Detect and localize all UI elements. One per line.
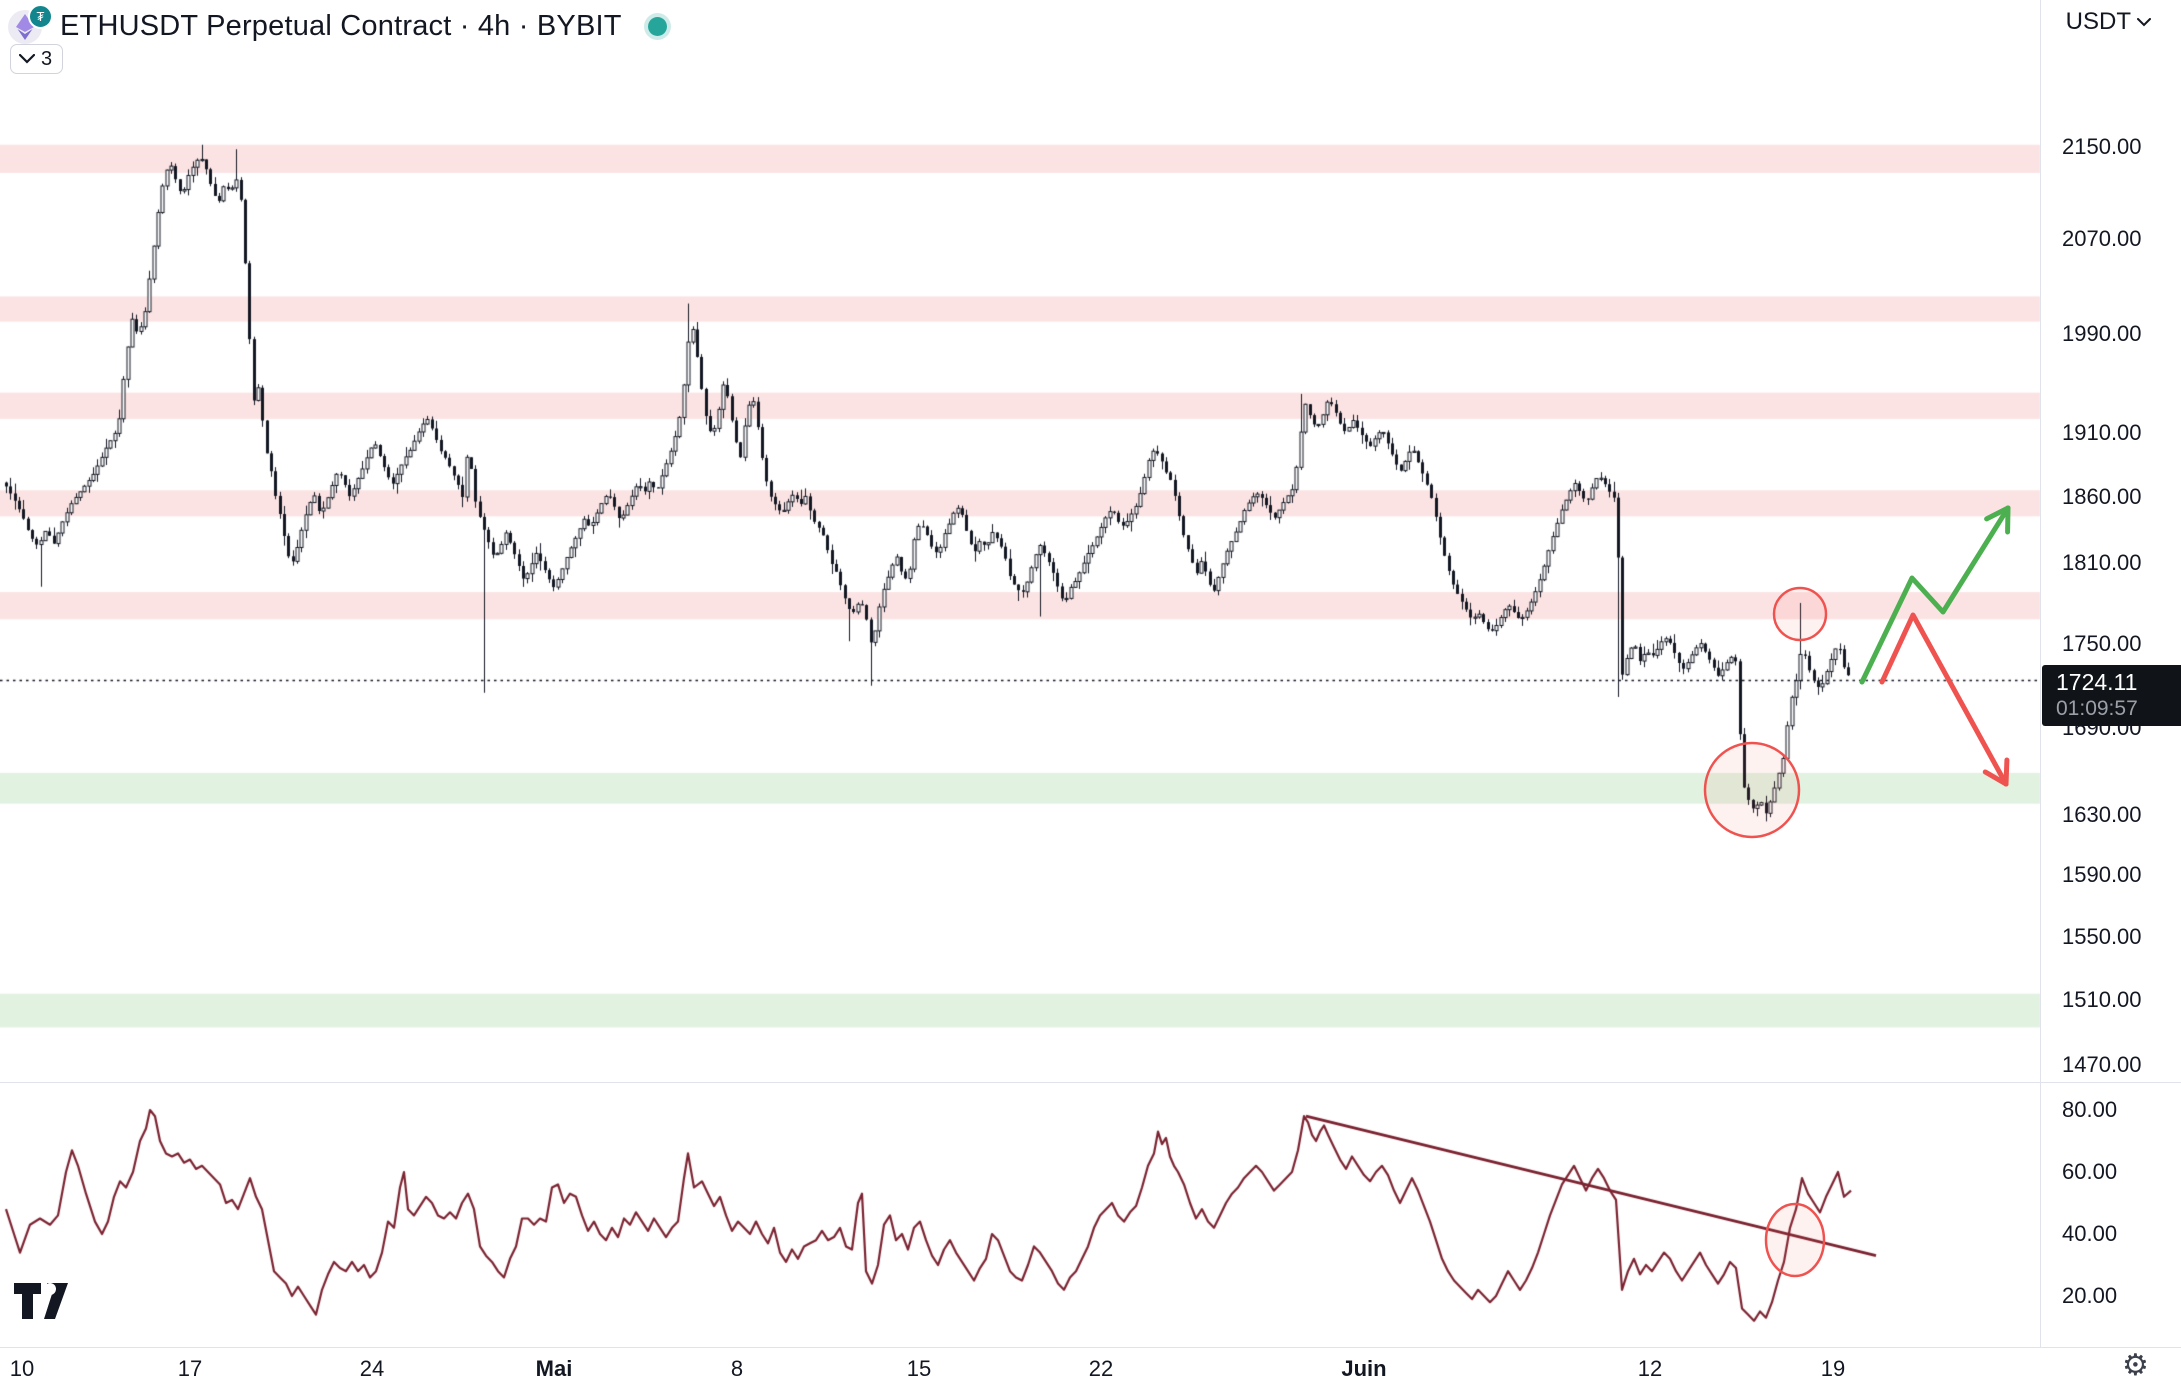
rsi-tick: 40.00 [2062,1221,2118,1246]
price-tick: 2150.00 [2062,134,2142,159]
price-tick: 1550.00 [2062,923,2142,949]
time-tick: 22 [1088,1356,1114,1381]
market-status-dot[interactable] [643,12,671,40]
currency-selector[interactable]: USDT [2066,8,2151,36]
price-axis-divider[interactable] [2040,0,2041,1347]
time-tick: Mai [535,1356,573,1381]
time-tick: 15 [906,1356,932,1381]
time-tick: Juin [1341,1356,1387,1381]
price-tick: 1910.00 [2062,419,2142,445]
eth-diamond-icon [16,14,34,40]
time-tick: 12 [1637,1356,1663,1381]
rsi-tick: 60.00 [2062,1159,2118,1184]
price-tick: 1630.00 [2062,802,2142,828]
price-tick: 2070.00 [2062,225,2142,251]
chevron-down-icon [19,54,35,64]
candle-countdown: 01:09:57 [2056,697,2138,720]
symbol-logo: ₮ [8,4,53,46]
objects-count: 3 [41,47,53,70]
time-tick: 10 [9,1356,35,1381]
tether-badge-icon: ₮ [28,4,53,29]
symbol-title[interactable]: ETHUSDT Perpetual Contract · 4h · BYBIT [60,9,622,42]
pane-divider[interactable] [0,1082,2181,1083]
time-axis-divider [0,1347,2181,1348]
objects-tree-button[interactable]: 3 [10,44,64,74]
rsi-tick: 20.00 [2062,1283,2118,1308]
gear-icon[interactable]: ⚙ [2122,1348,2149,1383]
price-tick: 1990.00 [2062,320,2142,346]
symbol-header: ₮ ETHUSDT Perpetual Contract · 4h · BYBI… [8,4,671,46]
time-tick: 24 [359,1356,385,1381]
time-tick: 17 [177,1356,203,1381]
currency-label: USDT [2065,8,2131,35]
price-tick: 1860.00 [2062,483,2142,509]
chevron-down-icon [2137,17,2151,26]
tradingview-logo[interactable] [14,1283,68,1328]
price-tick: 1750.00 [2062,630,2142,656]
price-tick: 1470.00 [2062,1051,2142,1077]
price-tick: 1510.00 [2062,987,2142,1013]
time-tick: 19 [1820,1356,1846,1381]
price-tick: 1810.00 [2062,549,2142,575]
time-tick: 8 [730,1356,744,1381]
last-price-label: 1724.11 01:09:57 [2042,665,2181,726]
price-tick: 1590.00 [2062,862,2142,888]
rsi-tick: 80.00 [2062,1097,2118,1122]
last-price-value: 1724.11 [2056,669,2138,695]
